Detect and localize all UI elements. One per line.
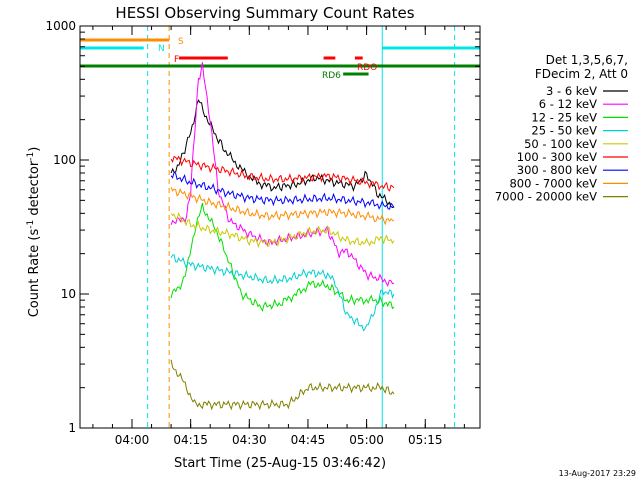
flag-label-s: S (178, 37, 184, 47)
legend-label: 3 - 6 keV (546, 84, 597, 98)
observing-flags: S NF RDO RD6 (80, 37, 480, 81)
legend-label: 100 - 300 keV (517, 150, 597, 164)
y-label-sup1: -1 (26, 220, 36, 229)
legend-label: 25 - 50 keV (531, 124, 597, 138)
y-tick-label: 1 (68, 421, 76, 435)
legend: Det 1,3,5,6,7, FDecim 2, Att 0 3 - 6 keV… (495, 53, 628, 204)
y-axis-label: Count Rate (s-1 detector-1) (26, 147, 42, 318)
y-label-part3: ) (27, 147, 42, 152)
y-tick-label: 10 (61, 287, 76, 301)
y-label-part2: detector (27, 160, 42, 220)
series-line-0 (170, 99, 395, 209)
legend-header-2: FDecim 2, Att 0 (535, 67, 628, 81)
x-tick-label: 04:45 (291, 433, 326, 447)
y-label-part1: Count Rate (s (27, 229, 42, 318)
y-label-sup2: -1 (26, 152, 36, 161)
y-tick-label: 1000 (45, 19, 76, 33)
series-line-1 (170, 62, 395, 288)
plot-frame (79, 25, 481, 429)
series-layer (170, 62, 395, 411)
x-axis-label: Start Time (25-Aug-15 03:46:42) (174, 456, 386, 471)
legend-label: 6 - 12 keV (539, 97, 597, 111)
series-line-4 (170, 211, 395, 248)
series-line-5 (170, 155, 395, 192)
flag-label-rd6: RD6 (322, 71, 341, 81)
x-tick-label: 05:15 (408, 433, 443, 447)
x-tick-label: 05:00 (349, 433, 384, 447)
legend-label: 50 - 100 keV (524, 137, 597, 151)
legend-label: 800 - 7000 keV (509, 176, 597, 190)
flag-label-n: N (158, 44, 165, 54)
legend-label: 7000 - 20000 keV (495, 190, 597, 204)
series-line-8 (170, 359, 395, 411)
axes: 04:00 04:15 04:30 04:45 05:00 05:15 1 10 100 1000 (45, 19, 481, 447)
x-tick-label: 04:30 (232, 433, 267, 447)
x-tick-label: 04:15 (173, 433, 208, 447)
x-tick-label: 04:00 (115, 433, 150, 447)
flag-label-rdo: RDO (357, 63, 377, 73)
plot-area (79, 26, 456, 428)
flag-label-f: F (174, 55, 179, 65)
footer-timestamp: 13-Aug-2017 23:29 (559, 469, 636, 478)
series-line-2 (170, 202, 395, 313)
series-line-7 (170, 187, 395, 226)
chart-title: HESSI Observing Summary Count Rates (115, 4, 414, 22)
series-line-6 (170, 171, 395, 210)
legend-header-1: Det 1,3,5,6,7, (546, 53, 628, 67)
legend-label: 300 - 800 keV (517, 163, 597, 177)
legend-label: 12 - 25 keV (531, 110, 597, 124)
series-line-3 (170, 254, 395, 332)
y-tick-label: 100 (53, 153, 76, 167)
